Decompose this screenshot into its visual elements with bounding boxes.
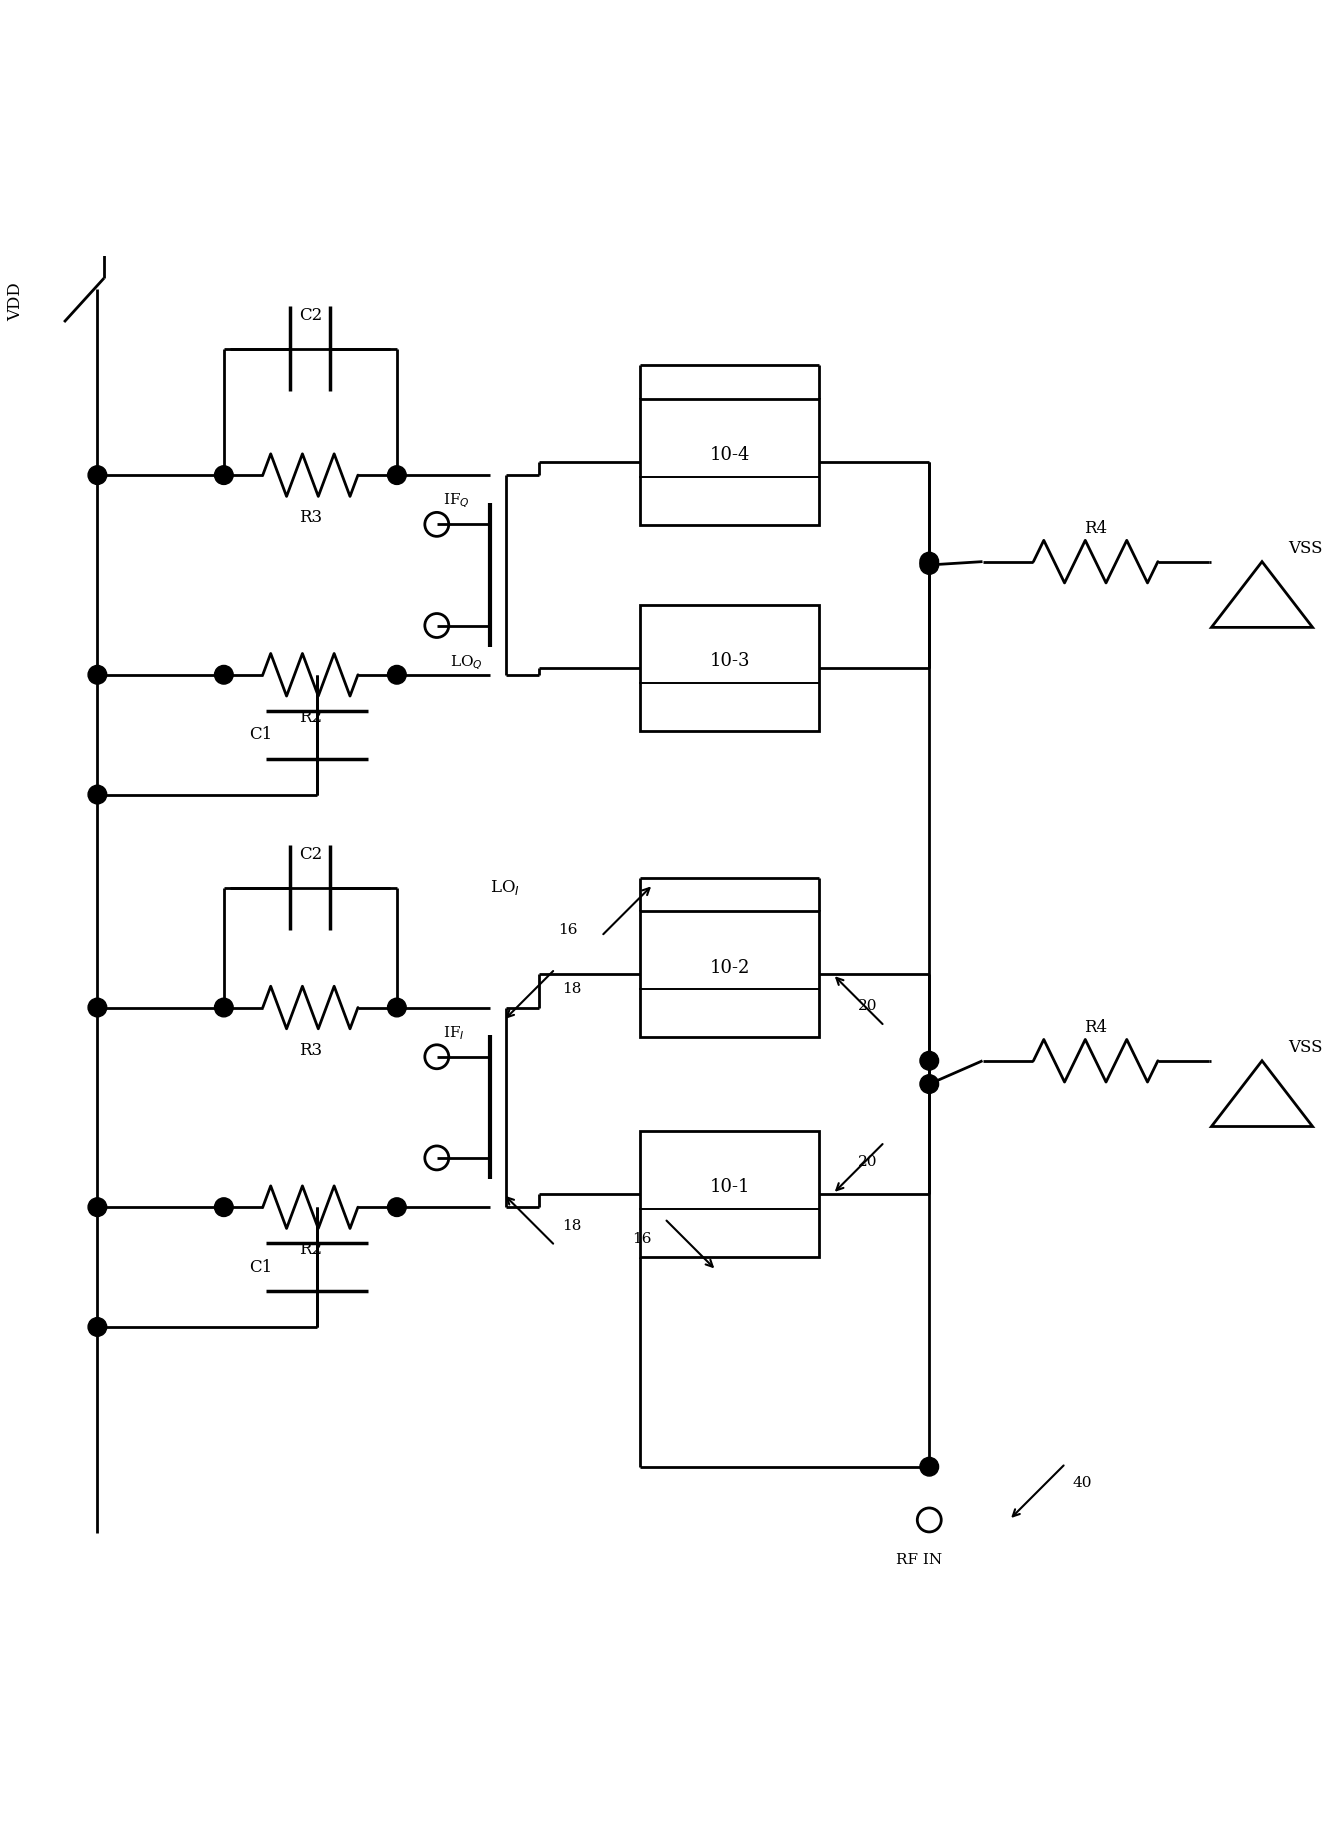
Circle shape — [88, 998, 107, 1017]
Circle shape — [214, 466, 233, 484]
Bar — [640, 912, 819, 1037]
Circle shape — [214, 1197, 233, 1216]
Text: 10-2: 10-2 — [709, 958, 749, 976]
Text: VSS: VSS — [1288, 1039, 1323, 1055]
Circle shape — [921, 1074, 938, 1094]
Text: 10-3: 10-3 — [709, 652, 749, 670]
Bar — [640, 1131, 819, 1256]
Circle shape — [921, 1457, 938, 1475]
Circle shape — [88, 665, 107, 683]
Text: C2: C2 — [298, 308, 322, 324]
Text: 40: 40 — [1072, 1477, 1092, 1490]
Text: 16: 16 — [558, 923, 578, 936]
Text: 18: 18 — [562, 1219, 581, 1232]
Text: IF$_I$: IF$_I$ — [443, 1024, 466, 1043]
Circle shape — [388, 998, 407, 1017]
Circle shape — [88, 1317, 107, 1335]
Circle shape — [388, 1197, 407, 1216]
Text: VSS: VSS — [1288, 540, 1323, 556]
Circle shape — [88, 785, 107, 803]
Text: C1: C1 — [249, 1258, 273, 1275]
Circle shape — [921, 553, 938, 571]
Circle shape — [88, 1197, 107, 1216]
Text: R4: R4 — [1084, 1019, 1108, 1035]
Text: C1: C1 — [249, 726, 273, 742]
Text: VDD: VDD — [7, 282, 24, 322]
Text: R2: R2 — [298, 1242, 322, 1258]
Circle shape — [214, 665, 233, 683]
Text: 20: 20 — [859, 998, 878, 1013]
Text: R3: R3 — [298, 508, 322, 527]
Circle shape — [388, 466, 407, 484]
Text: LO$_Q$: LO$_Q$ — [450, 654, 483, 672]
Text: 10-4: 10-4 — [709, 446, 749, 464]
Circle shape — [388, 665, 407, 683]
Text: LO$_I$: LO$_I$ — [490, 879, 520, 897]
Circle shape — [921, 1052, 938, 1070]
Text: RF IN: RF IN — [895, 1553, 942, 1568]
Text: 16: 16 — [632, 1232, 652, 1245]
Bar — [640, 604, 819, 731]
Text: 18: 18 — [562, 982, 581, 997]
Text: C2: C2 — [298, 845, 322, 862]
Text: R2: R2 — [298, 709, 322, 726]
Text: R4: R4 — [1084, 519, 1108, 536]
Bar — [640, 398, 819, 525]
Circle shape — [921, 556, 938, 575]
Text: 20: 20 — [859, 1155, 878, 1170]
Text: IF$_Q$: IF$_Q$ — [443, 492, 470, 510]
Text: R3: R3 — [298, 1041, 322, 1059]
Circle shape — [88, 466, 107, 484]
Circle shape — [214, 998, 233, 1017]
Text: 10-1: 10-1 — [709, 1179, 749, 1195]
